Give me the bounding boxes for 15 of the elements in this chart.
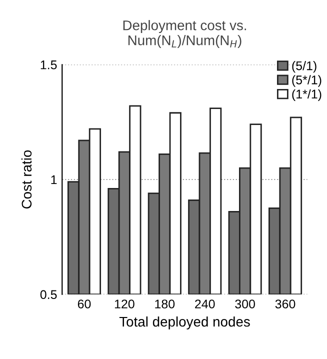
y-tick-label: 1.5 — [40, 60, 57, 70]
y-tick-label: 1 — [51, 175, 57, 184]
chart-title: Deployment cost vs. Num(N$_{L}$)/Num(N$_{H}$) — [123, 20, 246, 48]
x-tick-label: 300 — [235, 300, 255, 308]
legend-label: (5/1) — [292, 61, 316, 73]
x-tick-label: 180 — [155, 300, 175, 308]
x-tick-label: 360 — [275, 300, 296, 308]
x-axis-title: Total deployed nodes — [119, 316, 250, 330]
x-tick-label: 60 — [78, 300, 91, 308]
legend-label: (1*/1) — [292, 89, 322, 101]
y-axis-title: Cost ratio — [21, 150, 32, 209]
x-tick-label: 120 — [114, 300, 134, 308]
x-tick-label: 240 — [195, 300, 215, 308]
legend-label: (5*/1) — [292, 75, 322, 87]
y-tick-label: 0.5 — [40, 290, 57, 300]
